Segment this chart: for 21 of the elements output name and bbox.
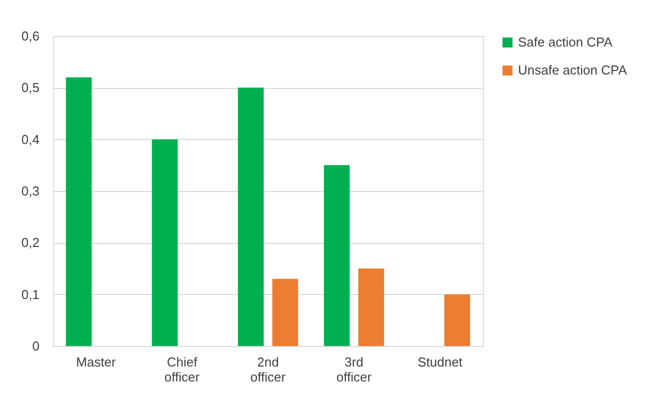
bar [272, 278, 298, 346]
y-tick-label: 0 [32, 338, 40, 354]
y-tick-label: 0,2 [21, 235, 40, 250]
y-tick-label: 0,1 [21, 286, 40, 302]
y-tick-label: 0,4 [21, 132, 40, 147]
bar [66, 77, 92, 346]
x-tick-label: 3rd officer [336, 354, 372, 384]
legend-label: Safe action CPA [518, 34, 613, 50]
x-tick-label: Master [76, 354, 117, 370]
x-tick-label: 2nd officer [250, 354, 286, 384]
bar [444, 294, 470, 346]
bar [324, 165, 350, 346]
bar [238, 88, 264, 346]
bar [152, 139, 178, 346]
x-tick-label: Studnet [418, 354, 463, 370]
legend-label: Unsafe action CPA [518, 62, 628, 78]
y-tick-label: 0,5 [21, 80, 40, 96]
y-tick-label: 0,6 [21, 28, 40, 44]
bar [358, 268, 384, 346]
x-tick-label: Chief officer [164, 354, 200, 384]
y-tick-label: 0,3 [21, 184, 40, 198]
